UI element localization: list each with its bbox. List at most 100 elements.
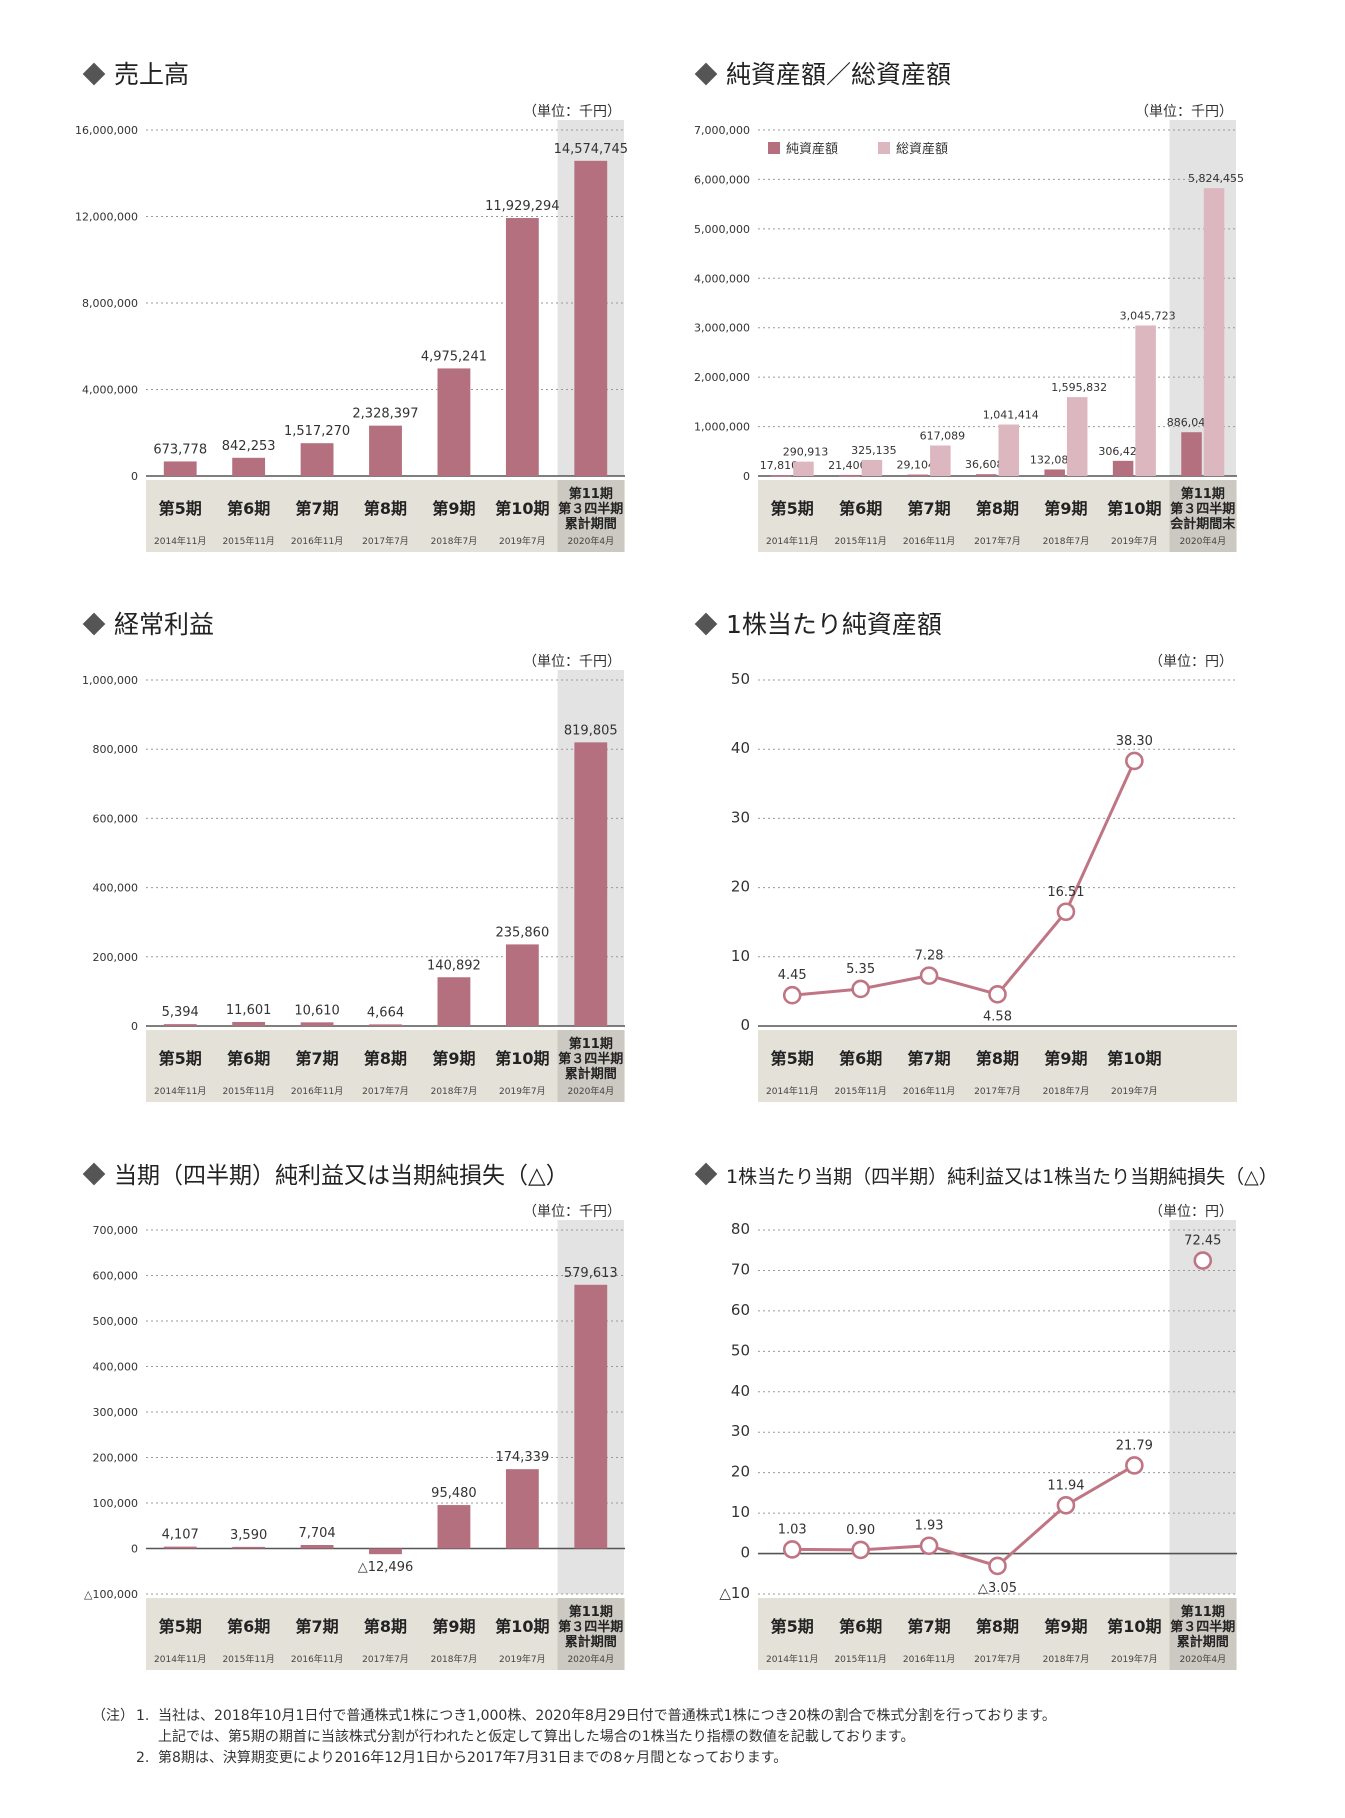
bar — [1203, 188, 1225, 476]
footnote-label: （注） — [92, 1708, 134, 1724]
date-label: 2019年7月 — [499, 535, 546, 547]
date-label: 2015年11月 — [834, 535, 886, 547]
data-point — [1056, 902, 1076, 922]
bar — [437, 368, 471, 476]
y-tick-label: 30 — [731, 1422, 750, 1440]
data-point — [782, 985, 802, 1005]
date-label: 2018年7月 — [1043, 1085, 1090, 1097]
bar — [369, 425, 402, 476]
y-tick-label: 0 — [740, 1544, 750, 1562]
category-band — [758, 1030, 1237, 1102]
date-label: 2019年7月 — [1111, 1085, 1158, 1097]
value-label: 0.90 — [846, 1523, 875, 1538]
value-label: 36,608 — [965, 458, 1004, 471]
value-label: 4,107 — [162, 1528, 199, 1543]
date-label: 2019年7月 — [1111, 1653, 1158, 1665]
date-label: 2015年11月 — [222, 535, 274, 547]
y-tick-label: 20 — [731, 1463, 750, 1481]
bps-chart-panel: 1株当たり純資産額 （単位：円） 0 10 20 30 40 50 第5期 2014年11月 第6期… — [692, 608, 1252, 1108]
category-label: 第6期 — [227, 1617, 270, 1636]
bar — [437, 977, 471, 1026]
y-tick-label: 600,000 — [93, 812, 139, 825]
bar — [300, 1544, 334, 1549]
y-tick-label: 700,000 — [93, 1224, 139, 1237]
value-label: 1.03 — [778, 1522, 807, 1537]
y-tick-label: 0 — [131, 1020, 138, 1033]
category-label: 第11期第３四半期累計期間 — [558, 486, 623, 532]
chart-title: 1株当たり純資産額 — [726, 610, 942, 639]
date-label: 2018年7月 — [431, 1653, 478, 1665]
bar — [574, 1284, 608, 1549]
value-label: 579,613 — [564, 1266, 618, 1281]
legend-swatch — [768, 142, 780, 154]
category-label: 第9期 — [1044, 499, 1087, 518]
y-tick-label: 70 — [731, 1260, 750, 1278]
date-label: 2015年11月 — [834, 1085, 886, 1097]
date-label: 2016年11月 — [903, 535, 955, 547]
category-label: 第6期 — [839, 1049, 882, 1068]
date-label: 2014年11月 — [766, 535, 818, 547]
date-label: 2017年7月 — [974, 535, 1021, 547]
category-label: 第10期 — [1107, 1049, 1161, 1068]
value-label: 673,778 — [153, 442, 207, 457]
chart-title: 当期（四半期）純利益又は当期純損失（△） — [114, 1163, 569, 1189]
category-label: 第6期 — [839, 1617, 882, 1636]
y-tick-label: 50 — [731, 670, 750, 688]
category-highlight — [1169, 1598, 1236, 1670]
date-label: 2015年11月 — [222, 1653, 274, 1665]
value-label: △12,496 — [358, 1560, 414, 1575]
ordinary-income-chart: 経常利益 （単位：千円） 0 200,000 400,000 600,000 800,000… — [82, 610, 625, 1102]
category-label: 第8期 — [976, 1049, 1019, 1068]
unit-label: （単位：千円） — [523, 1204, 621, 1220]
y-tick-label: 40 — [731, 1382, 750, 1400]
category-label: 第10期 — [1107, 1617, 1161, 1636]
category-label: 第5期 — [159, 1049, 202, 1068]
y-tick-label: 20 — [731, 878, 750, 896]
category-label: 第10期 — [495, 1617, 549, 1636]
bar — [1066, 397, 1088, 476]
chart-title: 純資産額／総資産額 — [726, 60, 951, 89]
value-label: 132,088 — [1030, 453, 1076, 466]
date-label: 2017年7月 — [974, 1085, 1021, 1097]
bar — [930, 445, 951, 476]
category-label: 第11期第３四半期累計期間 — [558, 1036, 623, 1082]
assets-chart: 純資産額／総資産額 （単位：千円） 0 1,000,000 2,000,000 3,000… — [694, 60, 1244, 552]
category-label: 第6期 — [227, 1049, 270, 1068]
category-label: 第10期 — [1107, 499, 1161, 518]
value-label: 4,975,241 — [421, 349, 487, 364]
unit-label: （単位：円） — [1149, 654, 1233, 670]
bar — [1135, 325, 1156, 476]
unit-label: （単位：千円） — [523, 654, 621, 670]
date-label: 2014年11月 — [154, 1085, 206, 1097]
date-label: 2020年4月 — [1179, 535, 1226, 547]
y-tick-label: 3,000,000 — [694, 322, 750, 335]
category-label: 第8期 — [976, 1617, 1019, 1636]
date-label: 2020年4月 — [1179, 1653, 1226, 1665]
legend-label: 総資産額 — [896, 141, 948, 157]
category-label: 第9期 — [432, 1617, 475, 1636]
data-point — [1056, 1495, 1076, 1515]
value-label: 235,860 — [495, 925, 549, 940]
legend-label: 純資産額 — [786, 141, 838, 157]
value-label: 5,824,455 — [1188, 172, 1244, 185]
y-tick-label: 40 — [731, 739, 750, 757]
y-tick-label: 1,000,000 — [694, 421, 750, 434]
footnote-number: 1. — [136, 1708, 150, 1724]
y-tick-label: 2,000,000 — [694, 371, 750, 384]
diamond-bullet-icon — [694, 612, 718, 636]
series-line — [792, 760, 1136, 997]
category-label: 第6期 — [839, 499, 882, 518]
date-label: 2014年11月 — [154, 1653, 206, 1665]
value-label: 5.35 — [846, 962, 875, 977]
diamond-bullet-icon — [82, 1162, 106, 1186]
unit-label: （単位：千円） — [523, 104, 621, 120]
date-label: 2018年7月 — [431, 535, 478, 547]
value-label: 290,913 — [783, 446, 829, 459]
bar — [907, 474, 929, 477]
date-label: 2017年7月 — [362, 1085, 409, 1097]
bps-chart: 1株当たり純資産額 （単位：円） 0 10 20 30 40 50 第5期 2014年11月 第6期… — [694, 610, 1237, 1102]
value-label: 11,929,294 — [485, 199, 559, 214]
bar — [232, 457, 266, 476]
unit-label: （単位：円） — [1149, 1204, 1233, 1220]
value-label: 11.94 — [1047, 1478, 1084, 1493]
